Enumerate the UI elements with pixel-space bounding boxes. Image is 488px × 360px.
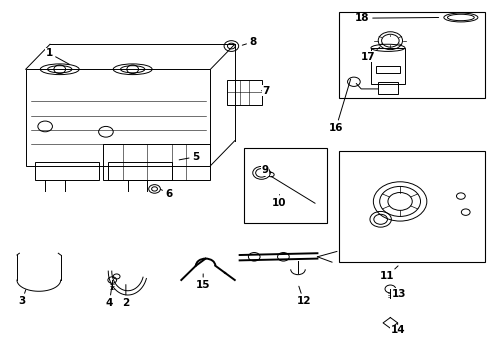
Text: 9: 9 xyxy=(261,165,271,175)
Text: 17: 17 xyxy=(360,47,379,62)
Text: 18: 18 xyxy=(354,13,438,23)
Bar xyxy=(339,152,484,262)
Text: 16: 16 xyxy=(328,79,350,133)
Text: 10: 10 xyxy=(272,194,286,208)
Text: 1: 1 xyxy=(45,48,69,64)
Text: 12: 12 xyxy=(296,286,310,306)
Text: 6: 6 xyxy=(160,189,172,199)
Text: 7: 7 xyxy=(261,86,269,96)
Text: 5: 5 xyxy=(179,152,199,162)
Text: 13: 13 xyxy=(391,289,406,298)
Bar xyxy=(35,162,99,180)
Bar xyxy=(339,12,484,98)
Text: 3: 3 xyxy=(18,290,26,306)
Bar xyxy=(26,69,210,166)
Bar xyxy=(377,82,397,94)
Bar xyxy=(370,48,404,84)
Text: 2: 2 xyxy=(122,285,129,308)
Text: 14: 14 xyxy=(389,323,404,335)
Bar xyxy=(244,148,326,223)
Text: 15: 15 xyxy=(196,274,210,291)
Bar xyxy=(375,66,399,73)
Text: 8: 8 xyxy=(242,37,256,47)
Bar xyxy=(227,80,261,105)
Text: 11: 11 xyxy=(379,266,397,282)
Text: 4: 4 xyxy=(105,286,113,308)
Bar xyxy=(103,144,210,180)
Bar xyxy=(108,162,171,180)
